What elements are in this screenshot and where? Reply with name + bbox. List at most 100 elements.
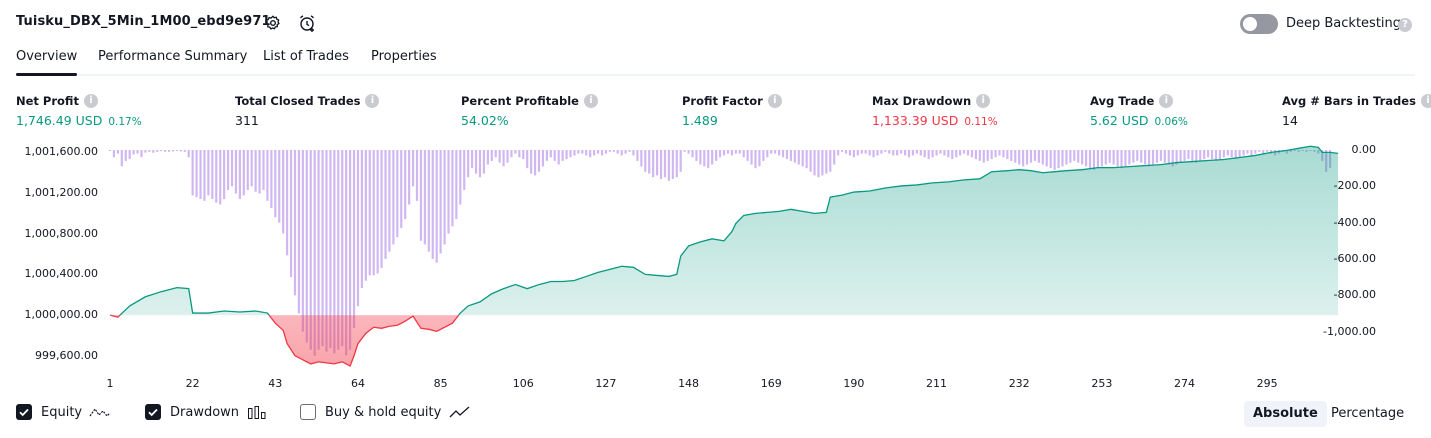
info-icon[interactable]: i xyxy=(365,94,380,108)
x-axis-tick: 127 xyxy=(595,377,617,390)
toggle-knob xyxy=(1243,17,1257,31)
equity-chart[interactable] xyxy=(0,140,1431,372)
drawdown-bar xyxy=(447,150,450,234)
drawdown-bar xyxy=(526,150,529,169)
drawdown-bar xyxy=(962,150,966,154)
x-axis-tick: 148 xyxy=(678,377,700,390)
info-icon[interactable]: i xyxy=(83,94,98,108)
drawdown-bar xyxy=(223,150,226,200)
drawdown-bar xyxy=(427,150,430,252)
drawdown-bar xyxy=(506,150,509,163)
tab-properties[interactable]: Properties xyxy=(371,49,437,64)
drawdown-bar xyxy=(640,150,643,167)
drawdown-bar xyxy=(1041,150,1044,165)
gear-icon[interactable] xyxy=(263,13,283,33)
drawdown-bar xyxy=(1002,150,1005,158)
drawdown-bar xyxy=(671,150,674,180)
right-axis-tick: -200.00 xyxy=(1333,179,1376,193)
drawdown-bar xyxy=(132,150,135,155)
legend-buy-hold-equity[interactable]: Buy & hold equity xyxy=(300,404,472,420)
drawdown-bar xyxy=(931,150,934,158)
drawdown-bar xyxy=(1262,150,1265,154)
drawdown-bar xyxy=(691,150,694,158)
drawdown-bar xyxy=(801,150,804,167)
drawdown-checkbox[interactable] xyxy=(145,404,161,420)
drawdown-bar xyxy=(443,150,446,245)
percentage-button[interactable]: Percentage xyxy=(1331,406,1405,421)
drawdown-bar xyxy=(219,150,222,205)
drawdown-bar xyxy=(1112,150,1115,165)
drawdown-bar xyxy=(337,150,340,350)
right-axis-tick: -800.00 xyxy=(1333,288,1376,302)
legend-equity[interactable]: Equity xyxy=(16,404,112,420)
drawdown-bar xyxy=(1065,150,1068,165)
drawdown-bar xyxy=(128,150,131,160)
drawdown-bar xyxy=(1159,150,1162,161)
drawdown-bar xyxy=(356,150,360,307)
drawdown-bar xyxy=(329,150,332,348)
drawdown-bar xyxy=(215,150,218,203)
absolute-button[interactable]: Absolute xyxy=(1244,401,1327,427)
drawdown-bar xyxy=(907,150,911,158)
drawdown-bar xyxy=(1187,150,1190,160)
drawdown-bar xyxy=(1088,150,1092,169)
tab-overview[interactable]: Overview xyxy=(16,49,78,76)
drawdown-bar xyxy=(927,150,930,160)
drawdown-bar xyxy=(770,150,773,154)
drawdown-bar xyxy=(974,150,977,160)
stat-avg-bars-in-trades: Avg # Bars in Trades i 14 xyxy=(1282,94,1431,128)
info-icon[interactable]: i xyxy=(976,94,991,108)
right-axis-tick: -1,000.00 xyxy=(1323,324,1376,338)
legend-drawdown[interactable]: Drawdown xyxy=(145,404,269,420)
drawdown-bar xyxy=(171,150,175,152)
left-axis-tick: 1,000,000.00 xyxy=(24,308,98,322)
drawdown-bar xyxy=(1033,150,1037,161)
drawdown-bar xyxy=(632,150,635,156)
x-axis-tick: 85 xyxy=(433,377,448,390)
drawdown-bar xyxy=(837,150,840,156)
info-icon[interactable]: i xyxy=(583,94,598,108)
drawdown-bar xyxy=(734,150,737,154)
drawdown-bars xyxy=(108,150,1332,356)
drawdown-bar xyxy=(561,150,564,161)
drawdown-bar xyxy=(482,150,486,174)
drawdown-bar xyxy=(1073,150,1076,161)
drawdown-bar xyxy=(191,150,194,196)
drawdown-bar xyxy=(1171,150,1174,167)
drawdown-bar xyxy=(659,150,663,180)
drawdown-bar xyxy=(408,150,411,205)
drawdown-bar xyxy=(648,150,651,174)
stat-percent: 0.11% xyxy=(964,116,998,128)
drawdown-bar xyxy=(844,150,848,154)
info-icon[interactable]: i xyxy=(1420,94,1431,108)
drawdown-bar xyxy=(1218,150,1222,160)
tab-list-of-trades[interactable]: List of Trades xyxy=(263,49,349,64)
left-axis-tick: 1,000,400.00 xyxy=(24,267,98,281)
buy-hold-checkbox[interactable] xyxy=(300,404,316,420)
deep-backtesting-toggle[interactable] xyxy=(1240,14,1278,34)
drawdown-bars-icon xyxy=(248,406,266,419)
drawdown-bar xyxy=(892,150,895,156)
drawdown-bar xyxy=(289,150,293,278)
drawdown-bar xyxy=(718,150,722,158)
drawdown-bar xyxy=(1207,150,1210,158)
stat-value: 311 xyxy=(235,113,259,128)
drawdown-bar xyxy=(278,150,281,223)
tab-performance-summary[interactable]: Performance Summary xyxy=(98,49,248,64)
question-icon[interactable]: ? xyxy=(1398,18,1412,32)
alarm-add-icon[interactable] xyxy=(297,13,317,33)
drawdown-bar xyxy=(419,150,423,241)
drawdown-bar xyxy=(868,150,871,156)
info-icon[interactable]: i xyxy=(767,94,782,108)
drawdown-bar xyxy=(966,150,970,156)
drawdown-bar xyxy=(510,150,513,158)
right-axis-tick: 0.00 xyxy=(1351,143,1377,156)
drawdown-bar xyxy=(388,150,391,252)
drawdown-bar xyxy=(978,150,981,161)
drawdown-bar xyxy=(872,150,875,158)
drawdown-bar xyxy=(242,150,245,196)
drawdown-bar xyxy=(774,150,777,154)
x-axis-tick: 43 xyxy=(268,377,283,390)
info-icon[interactable]: i xyxy=(1159,94,1174,108)
equity-checkbox[interactable] xyxy=(16,404,32,420)
